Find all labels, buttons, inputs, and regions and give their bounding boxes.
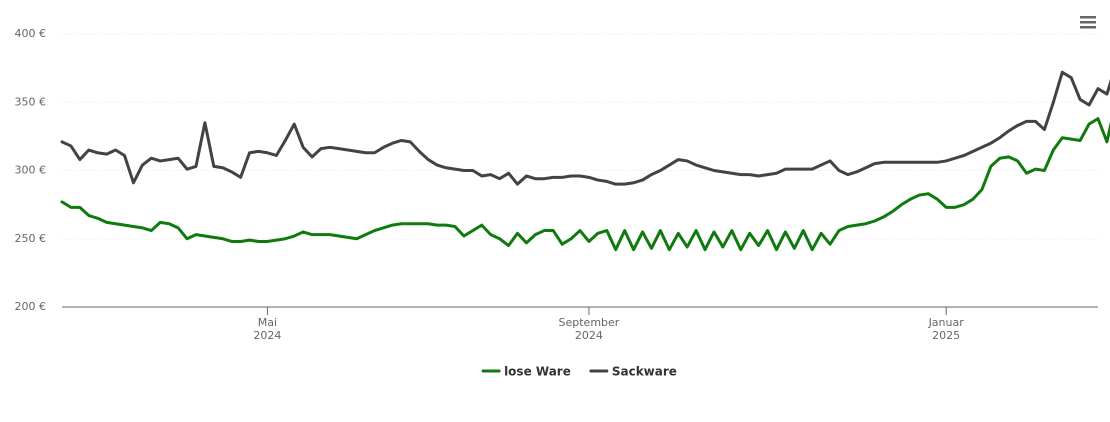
y-tick-label: 250 € <box>15 232 47 245</box>
legend-item[interactable]: Sackware <box>589 365 677 379</box>
menu-button[interactable] <box>1078 10 1098 32</box>
menu-bar <box>1080 16 1096 19</box>
legend: lose Ware Sackware <box>481 365 677 379</box>
y-tick-label: 400 € <box>15 27 47 40</box>
series-line <box>60 117 1110 252</box>
y-tick-label: 350 € <box>15 95 47 108</box>
x-tick-label: Mai 2024 <box>253 316 282 342</box>
x-tick-label: Januar 2025 <box>928 316 964 342</box>
y-tick-label: 200 € <box>15 300 47 313</box>
series-line <box>60 70 1110 186</box>
menu-bar <box>1080 21 1096 24</box>
legend-item[interactable]: lose Ware <box>481 365 571 379</box>
legend-label: lose Ware <box>504 365 571 379</box>
y-tick-label: 300 € <box>15 164 47 177</box>
x-tick-label: September 2024 <box>558 316 620 342</box>
legend-label: Sackware <box>612 365 677 379</box>
menu-bar <box>1080 26 1096 29</box>
